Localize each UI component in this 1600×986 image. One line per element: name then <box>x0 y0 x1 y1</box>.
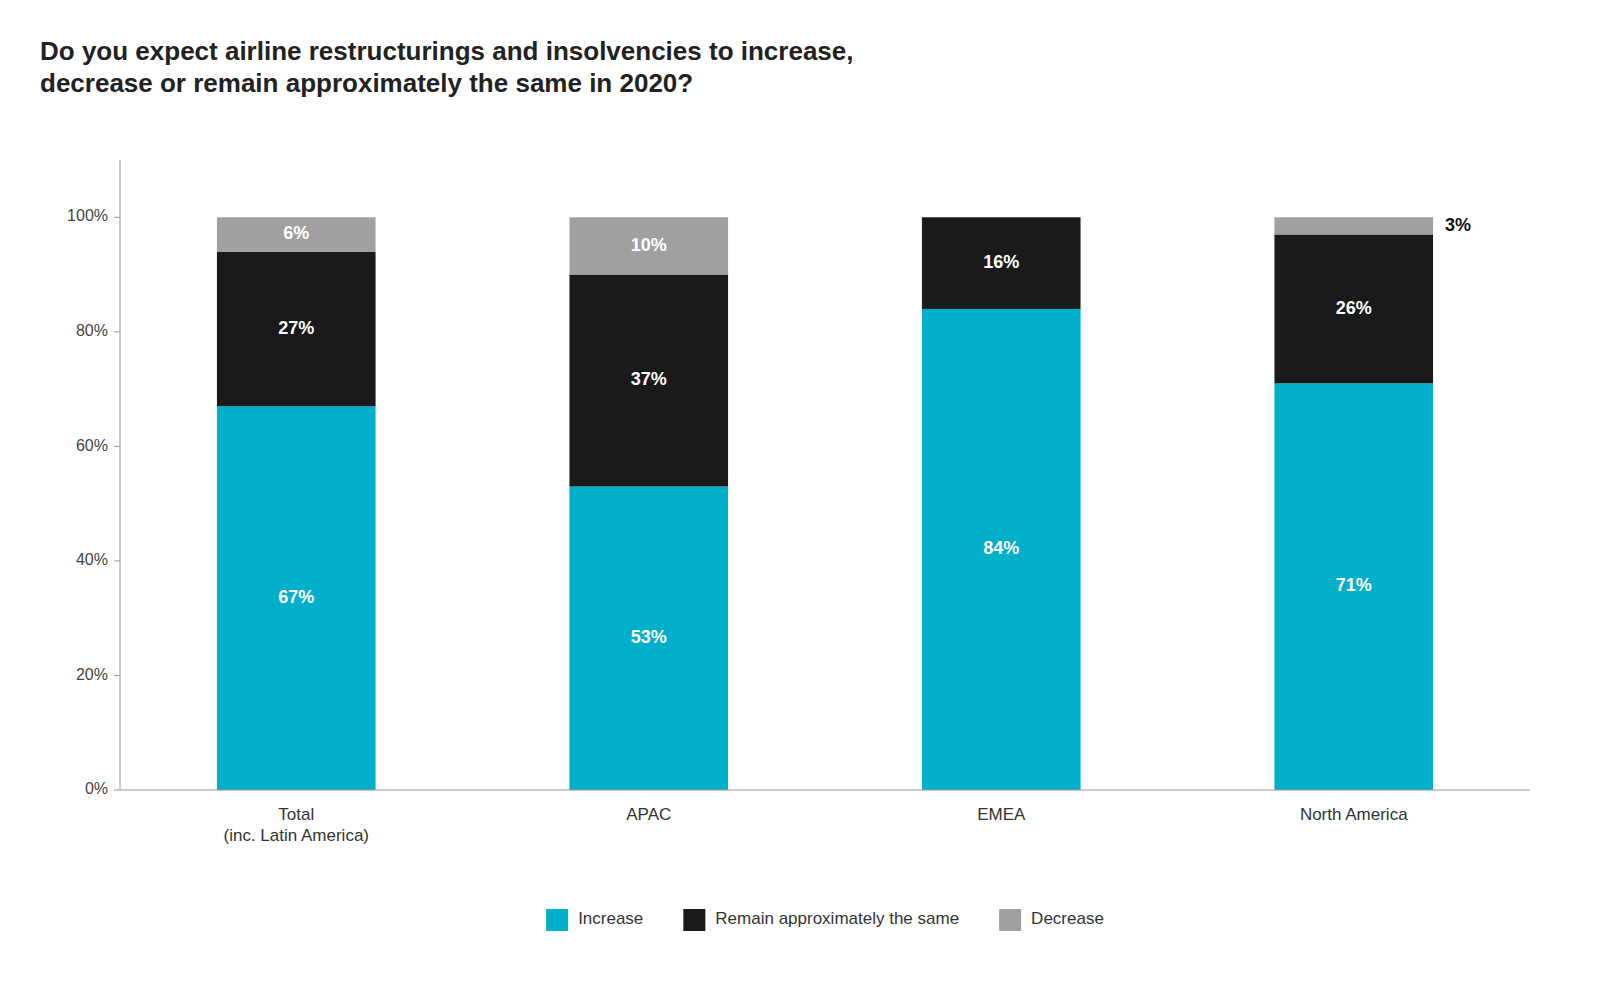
x-tick-label: APAC <box>626 805 671 824</box>
text-line: (inc. Latin America) <box>224 826 370 845</box>
data-label: 16% <box>983 252 1019 272</box>
text-line: North America <box>1300 805 1408 824</box>
data-label: 26% <box>1336 298 1372 318</box>
y-tick <box>114 331 120 332</box>
x-tick-label: North America <box>1300 805 1408 824</box>
text-line: decrease or remain approximately the sam… <box>40 68 693 98</box>
bar-segment <box>1274 234 1433 383</box>
legend-item: Increase <box>546 909 643 931</box>
data-label: 6% <box>283 223 309 243</box>
data-labels: 67% 53% 84% 71% 27% 37% 16% 26% 6% 10% 3% <box>278 215 1471 647</box>
y-tick <box>114 675 120 676</box>
legend-label: Increase <box>578 909 643 928</box>
legend-swatch <box>999 909 1021 931</box>
y-tick-label: 20% <box>76 666 108 683</box>
y-tick-label: 60% <box>76 437 108 454</box>
data-label: 3% <box>1445 215 1471 235</box>
bar-segment <box>217 406 376 790</box>
data-label: 27% <box>278 318 314 338</box>
text-line: EMEA <box>977 805 1026 824</box>
data-label: 10% <box>631 235 667 255</box>
x-tick-label: EMEA <box>977 805 1026 824</box>
bar-segment <box>217 252 376 407</box>
legend-item: Remain approximately the same <box>683 909 959 931</box>
data-label: 37% <box>631 369 667 389</box>
bar-segment <box>569 486 728 790</box>
legend-label: Remain approximately the same <box>715 909 959 928</box>
text-line: Total <box>278 805 314 824</box>
legend-swatch <box>546 909 568 931</box>
y-tick-label: 100% <box>67 207 108 224</box>
chart: Do you expect airline restructurings and… <box>0 0 1600 986</box>
y-tick <box>114 217 120 218</box>
bar-segment <box>1274 217 1433 234</box>
background <box>0 0 1600 986</box>
x-axis-line <box>120 790 1530 791</box>
data-label: 71% <box>1336 575 1372 595</box>
data-label: 53% <box>631 627 667 647</box>
bar-segment <box>922 309 1081 790</box>
text-line: APAC <box>626 805 671 824</box>
data-label: 84% <box>983 538 1019 558</box>
y-axis-line <box>120 160 121 790</box>
title: Do you expect airline restructurings and… <box>40 36 854 98</box>
y-tick <box>114 446 120 447</box>
bar-segment <box>217 217 376 251</box>
legend: Increase Remain approximately the same Dec… <box>546 909 1104 931</box>
legend-swatch <box>683 909 705 931</box>
y-tick-label: 40% <box>76 551 108 568</box>
y-tick <box>114 790 120 791</box>
bar-segment <box>1274 383 1433 790</box>
bar-segment <box>922 217 1081 218</box>
y-tick-label: 80% <box>76 322 108 339</box>
legend-item: Decrease <box>999 909 1104 931</box>
y-tick <box>114 560 120 561</box>
data-label: 67% <box>278 587 314 607</box>
x-tick-label: Total (inc. Latin America) <box>224 805 370 845</box>
bar-segment <box>569 217 728 274</box>
y-tick-label: 0% <box>85 780 108 797</box>
bars <box>217 217 1433 790</box>
bar-segment <box>922 217 1081 309</box>
text-line: Do you expect airline restructurings and… <box>40 36 854 66</box>
legend-label: Decrease <box>1031 909 1104 928</box>
bar-segment <box>569 275 728 487</box>
